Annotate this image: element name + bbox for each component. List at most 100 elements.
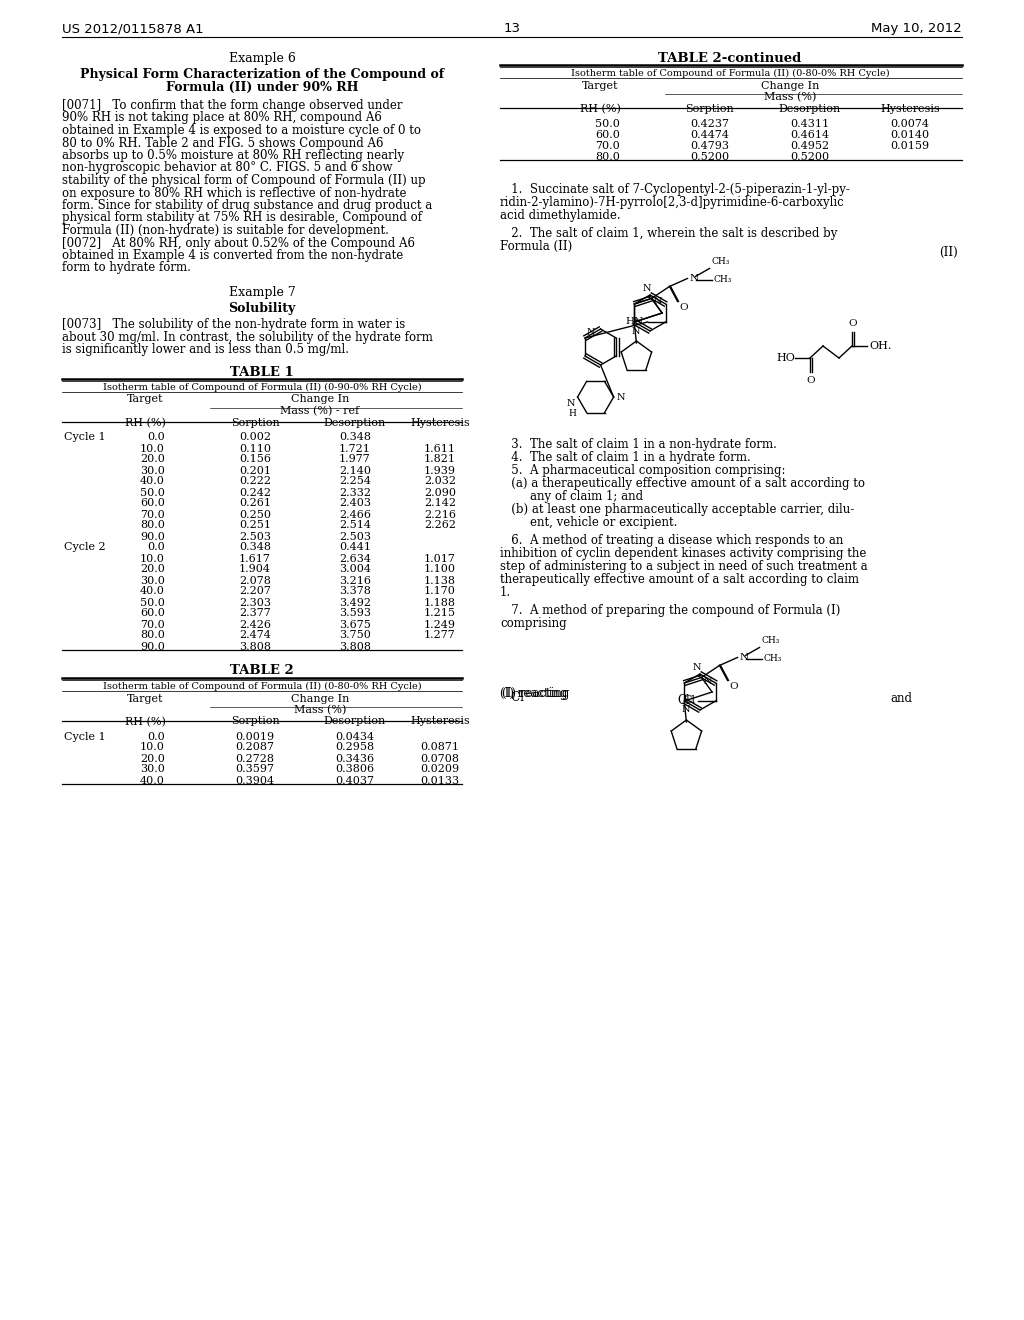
- Text: (I) reacting: (I) reacting: [500, 686, 567, 700]
- Text: N: N: [681, 705, 689, 714]
- Text: N: N: [587, 327, 596, 337]
- Text: Sorption: Sorption: [230, 717, 280, 726]
- Text: RH (%): RH (%): [125, 417, 166, 428]
- Text: and: and: [890, 692, 912, 705]
- Text: 0.2728: 0.2728: [236, 754, 274, 763]
- Text: 40.0: 40.0: [140, 477, 165, 487]
- Text: Hysteresis: Hysteresis: [880, 104, 940, 114]
- Text: Formula (II) (non-hydrate) is suitable for development.: Formula (II) (non-hydrate) is suitable f…: [62, 224, 389, 238]
- Text: 0.4037: 0.4037: [336, 776, 375, 785]
- Text: 0.156: 0.156: [239, 454, 271, 465]
- Text: 0.0140: 0.0140: [891, 129, 930, 140]
- Text: Target: Target: [582, 81, 618, 91]
- Text: Cycle 1: Cycle 1: [63, 433, 105, 442]
- Text: 3.492: 3.492: [339, 598, 371, 607]
- Text: 2.503: 2.503: [339, 532, 371, 541]
- Text: 4.  The salt of claim 1 in a hydrate form.: 4. The salt of claim 1 in a hydrate form…: [500, 451, 751, 465]
- Text: 3.808: 3.808: [239, 642, 271, 652]
- Text: Isotherm table of Compound of Formula (II) (0-80-0% RH Cycle): Isotherm table of Compound of Formula (I…: [570, 69, 889, 78]
- Text: 60.0: 60.0: [140, 609, 165, 619]
- Text: (b) at least one pharmaceutically acceptable carrier, dilu-: (b) at least one pharmaceutically accept…: [500, 503, 854, 516]
- Text: 3.750: 3.750: [339, 631, 371, 640]
- Text: Formula (II): Formula (II): [500, 240, 572, 253]
- Text: 0.0871: 0.0871: [421, 742, 460, 752]
- Text: TABLE 2-continued: TABLE 2-continued: [658, 51, 802, 65]
- Text: Isotherm table of Compound of Formula (II) (0-90-0% RH Cycle): Isotherm table of Compound of Formula (I…: [102, 383, 421, 392]
- Text: 1.170: 1.170: [424, 586, 456, 597]
- Text: acid dimethylamide.: acid dimethylamide.: [500, 209, 621, 222]
- Text: 0.0: 0.0: [147, 731, 165, 742]
- Text: is significantly lower and is less than 0.5 mg/ml.: is significantly lower and is less than …: [62, 343, 349, 356]
- Text: 0.4474: 0.4474: [690, 129, 729, 140]
- Text: 40.0: 40.0: [140, 776, 165, 785]
- Text: 1.249: 1.249: [424, 619, 456, 630]
- Text: 0.251: 0.251: [239, 520, 271, 531]
- Text: about 30 mg/ml. In contrast, the solubility of the hydrate form: about 30 mg/ml. In contrast, the solubil…: [62, 330, 433, 343]
- Text: N: N: [643, 284, 651, 293]
- Text: Isotherm table of Compound of Formula (II) (0-80-0% RH Cycle): Isotherm table of Compound of Formula (I…: [102, 681, 421, 690]
- Text: N: N: [653, 297, 662, 306]
- Text: physical form stability at 75% RH is desirable, Compound of: physical form stability at 75% RH is des…: [62, 211, 422, 224]
- Text: HN: HN: [626, 317, 644, 326]
- Text: form to hydrate form.: form to hydrate form.: [62, 261, 190, 275]
- Text: stability of the physical form of Compound of Formula (II) up: stability of the physical form of Compou…: [62, 174, 426, 187]
- Text: Sorption: Sorption: [230, 417, 280, 428]
- Text: 3.593: 3.593: [339, 609, 371, 619]
- Text: 0.4952: 0.4952: [791, 141, 829, 150]
- Text: step of administering to a subject in need of such treatment a: step of administering to a subject in ne…: [500, 560, 867, 573]
- Text: 0.5200: 0.5200: [791, 152, 829, 162]
- Text: Mass (%): Mass (%): [764, 92, 816, 103]
- Text: 80.0: 80.0: [140, 631, 165, 640]
- Text: 2.140: 2.140: [339, 466, 371, 475]
- Text: 40.0: 40.0: [140, 586, 165, 597]
- Text: N: N: [631, 327, 640, 337]
- Text: Desorption: Desorption: [779, 104, 841, 114]
- Text: 1.977: 1.977: [339, 454, 371, 465]
- Text: CH₃: CH₃: [764, 653, 782, 663]
- Text: 0.242: 0.242: [239, 487, 271, 498]
- Text: 0.0: 0.0: [147, 543, 165, 553]
- Text: Desorption: Desorption: [324, 717, 386, 726]
- Text: 10.0: 10.0: [140, 742, 165, 752]
- Text: 0.0434: 0.0434: [336, 731, 375, 742]
- Text: CH₃: CH₃: [714, 275, 732, 284]
- Text: [0071]   To confirm that the form change observed under: [0071] To confirm that the form change o…: [62, 99, 402, 112]
- Text: 2.142: 2.142: [424, 499, 456, 508]
- Text: Cl: Cl: [678, 693, 690, 706]
- Text: 0.441: 0.441: [339, 543, 371, 553]
- Text: 0.4311: 0.4311: [791, 119, 829, 129]
- Text: 1.188: 1.188: [424, 598, 456, 607]
- Text: O: O: [849, 319, 857, 327]
- Text: Cycle 2: Cycle 2: [63, 543, 105, 553]
- Text: on exposure to 80% RH which is reflective of non-hydrate: on exposure to 80% RH which is reflectiv…: [62, 186, 407, 199]
- Text: Mass (%) - ref: Mass (%) - ref: [281, 405, 359, 416]
- Text: 0.4793: 0.4793: [690, 141, 729, 150]
- Text: [0072]   At 80% RH, only about 0.52% of the Compound A6: [0072] At 80% RH, only about 0.52% of th…: [62, 236, 415, 249]
- Text: 0.2087: 0.2087: [236, 742, 274, 752]
- Text: (a) a therapeutically effective amount of a salt according to: (a) a therapeutically effective amount o…: [500, 477, 865, 490]
- Text: 2.514: 2.514: [339, 520, 371, 531]
- Text: Target: Target: [127, 693, 163, 704]
- Text: absorbs up to 0.5% moisture at 80% RH reflecting nearly: absorbs up to 0.5% moisture at 80% RH re…: [62, 149, 404, 162]
- Text: 2.303: 2.303: [239, 598, 271, 607]
- Text: 0.002: 0.002: [239, 433, 271, 442]
- Text: Target: Target: [127, 395, 163, 404]
- Text: Sorption: Sorption: [686, 104, 734, 114]
- Text: RH (%): RH (%): [125, 717, 166, 727]
- Text: 1.939: 1.939: [424, 466, 456, 475]
- Text: 60.0: 60.0: [595, 129, 620, 140]
- Text: 70.0: 70.0: [140, 619, 165, 630]
- Text: 2.377: 2.377: [240, 609, 271, 619]
- Text: comprising: comprising: [500, 616, 566, 630]
- Text: 2.466: 2.466: [339, 510, 371, 520]
- Text: 2.207: 2.207: [239, 586, 271, 597]
- Text: May 10, 2012: May 10, 2012: [871, 22, 962, 36]
- Text: 80 to 0% RH. Table 2 and FIG. 5 shows Compound A6: 80 to 0% RH. Table 2 and FIG. 5 shows Co…: [62, 136, 384, 149]
- Text: 0.2958: 0.2958: [336, 742, 375, 752]
- Text: 1.100: 1.100: [424, 565, 456, 574]
- Text: 2.032: 2.032: [424, 477, 456, 487]
- Text: any of claim 1; and: any of claim 1; and: [500, 490, 643, 503]
- Text: 0.0: 0.0: [147, 433, 165, 442]
- Text: TABLE 1: TABLE 1: [230, 366, 294, 379]
- Text: (I) reacting: (I) reacting: [502, 686, 569, 700]
